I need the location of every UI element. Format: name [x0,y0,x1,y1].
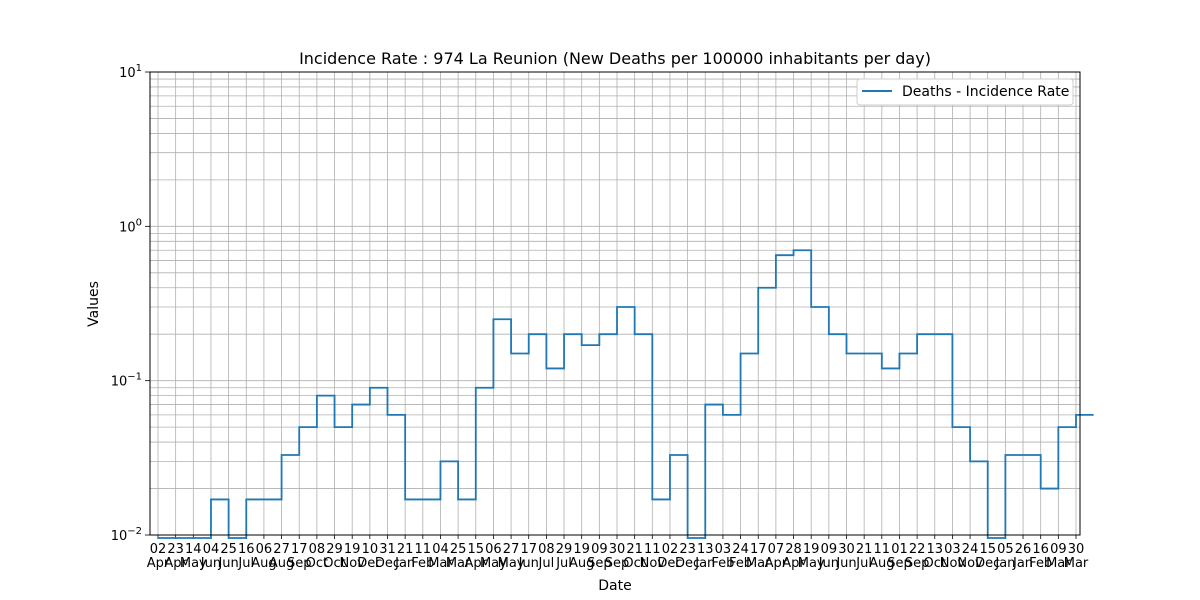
x-tick-label: 06 Aug [251,542,276,571]
x-tick-label: 02 Apr [147,542,170,571]
x-tick-label: 17 Jun [518,542,539,571]
x-tick-label: 11 Nov [640,542,666,571]
x-tick-label: 07 Apr [765,542,788,571]
x-tick-label: 19 Nov [340,542,366,571]
x-tick-label: 25 Mar [446,542,471,571]
x-tick-label: 04 Mar [428,542,453,571]
x-tick-label: 14 May [180,542,207,571]
x-tick-label: 01 Sep [887,542,912,571]
x-tick-label: 27 May [498,542,525,571]
x-tick-label: 10 Dec [357,542,382,571]
y-tick-label: 10−2 [111,526,142,544]
y-axis: 10−2 10−1 100 101 [111,63,150,544]
x-tick-label: 09 Mar [1046,542,1071,571]
x-tick-label: 26 Jan [1012,542,1033,571]
x-tick-label: 29 Oct [323,542,345,571]
x-tick-label: 09 Jun [818,542,839,571]
x-tick-label: 21 Jan [394,542,415,571]
x-tick-label: 23 Apr [164,542,187,571]
x-tick-label: 29 Jul [555,542,572,571]
x-tick-label: 24 Feb [729,542,752,571]
x-tick-label: 17 Sep [287,542,312,571]
x-tick-label: 28 Apr [782,542,805,571]
x-tick-label: 03 Nov [940,542,966,571]
x-tick-label: 21 Oct [623,542,645,571]
x-tick-label: 25 Jun [217,542,238,571]
legend-label: Deaths - Incidence Rate [902,84,1069,100]
x-tick-label: 04 Jun [200,542,221,571]
x-tick-label: 24 Nov [957,542,983,571]
series-line [158,249,1094,539]
chart-title: Incidence Rate : 974 La Reunion (New Dea… [299,49,931,68]
x-tick-label: 08 Oct [306,542,328,571]
x-tick-label: 02 Dec [657,542,682,571]
x-tick-label: 08 Jul [538,542,555,571]
plot-frame [149,71,1081,536]
legend-box [856,78,1074,106]
x-tick-label: 15 Dec [975,542,1000,571]
x-tick-label: 30 Mar [1064,542,1089,571]
x-axis-label: Date [598,578,631,594]
x-tick-label: 11 Feb [411,542,434,571]
x-tick-label: 16 Feb [1029,542,1052,571]
x-tick-label: 17 Mar [746,542,771,571]
x-tick-label: 11 Aug [869,542,894,571]
x-tick-label: 06 May [480,542,507,571]
y-tick-label: 10−1 [111,372,142,390]
grid [150,72,1080,536]
x-tick-label: 19 May [798,542,825,571]
x-tick-label: 16 Jul [237,542,254,571]
x-tick-label: 15 Apr [465,542,488,571]
x-tick-label: 27 Aug [269,542,294,571]
x-tick-label: 13 Oct [924,542,946,571]
x-tick-label: 31 Dec [375,542,400,571]
x-tick-label: 22 Sep [905,542,930,571]
x-tick-label: 23 Dec [675,542,700,571]
x-tick-label: 30 Sep [605,542,630,571]
x-tick-label: 19 Aug [569,542,594,571]
legend: Deaths - Incidence Rate [856,78,1074,106]
y-tick-label: 101 [119,63,142,81]
plot-area [150,72,1080,535]
x-tick-label: 13 Jan [694,542,715,571]
x-tick-label: 09 Sep [587,542,612,571]
y-axis-label: Values [86,281,102,327]
x-tick-label: 05 Jan [994,542,1015,571]
y-tick-label: 100 [119,217,142,235]
x-tick-label: 30 Jun [835,542,856,571]
x-tick-label: 21 Jul [855,542,872,571]
x-tick-label: 03 Feb [711,542,734,571]
